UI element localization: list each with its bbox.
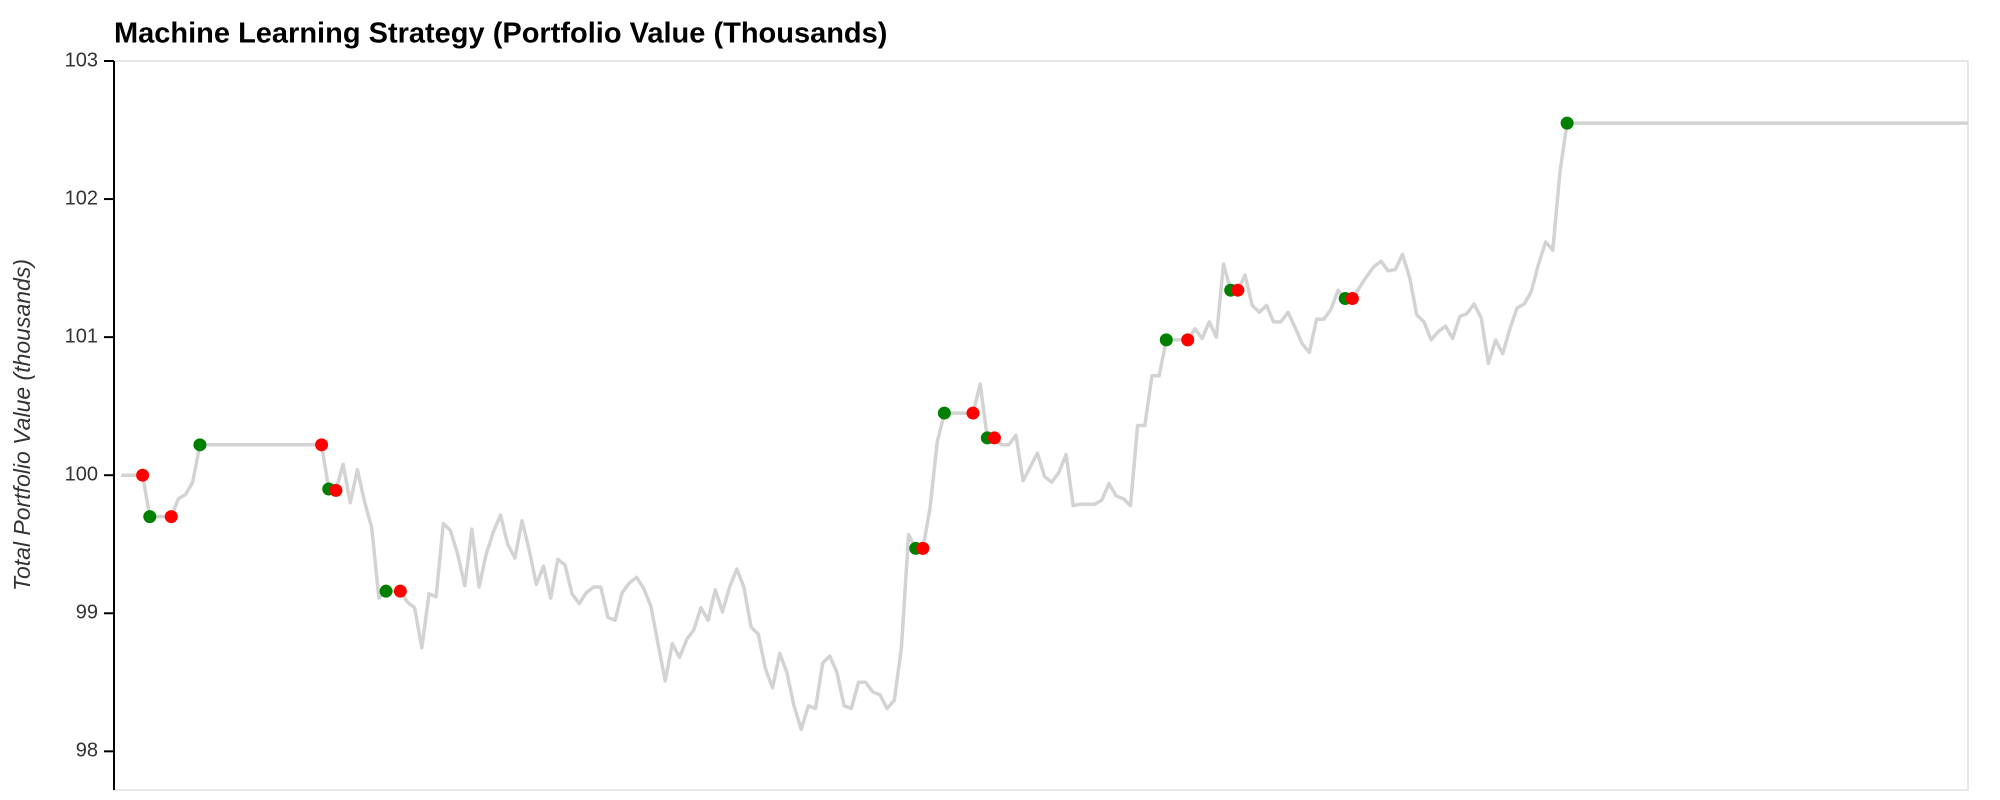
trade-marker [1345,291,1359,305]
trade-marker [1560,116,1574,130]
y-tick-label: 103 [65,49,98,71]
trade-marker [379,584,393,598]
trade-marker [1231,283,1245,297]
y-tick-label: 102 [65,187,98,209]
trade-marker [987,431,1001,445]
trade-marker [1159,333,1173,347]
trade-marker [164,510,178,524]
trade-marker [329,483,343,497]
plot-frame [113,60,1969,791]
trade-marker [937,406,951,420]
trade-marker [916,541,930,555]
trade-marker [1181,333,1195,347]
y-axis-label: Total Portfolio Value (thousands) [9,259,35,591]
trade-marker [136,468,150,482]
trade-marker [143,510,157,524]
y-tick-label: 98 [76,740,98,762]
chart-title: Machine Learning Strategy (Portfolio Val… [114,18,887,50]
y-tick-label: 99 [76,602,98,624]
trade-marker [393,584,407,598]
trade-marker [315,438,329,452]
trade-marker [193,438,207,452]
portfolio-line [121,121,1968,732]
y-tick-label: 100 [65,463,98,485]
y-tick-label: 101 [65,325,98,347]
trade-marker [966,406,980,420]
